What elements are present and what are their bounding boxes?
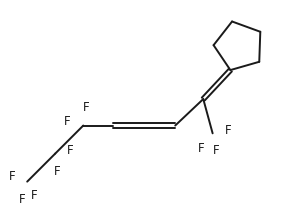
Text: F: F <box>31 189 38 202</box>
Text: F: F <box>225 124 231 137</box>
Text: F: F <box>54 165 60 179</box>
Text: F: F <box>212 144 219 157</box>
Text: F: F <box>19 193 26 207</box>
Text: F: F <box>67 144 74 157</box>
Text: F: F <box>82 101 89 114</box>
Text: F: F <box>9 170 15 183</box>
Text: F: F <box>64 115 70 128</box>
Text: F: F <box>198 142 205 155</box>
